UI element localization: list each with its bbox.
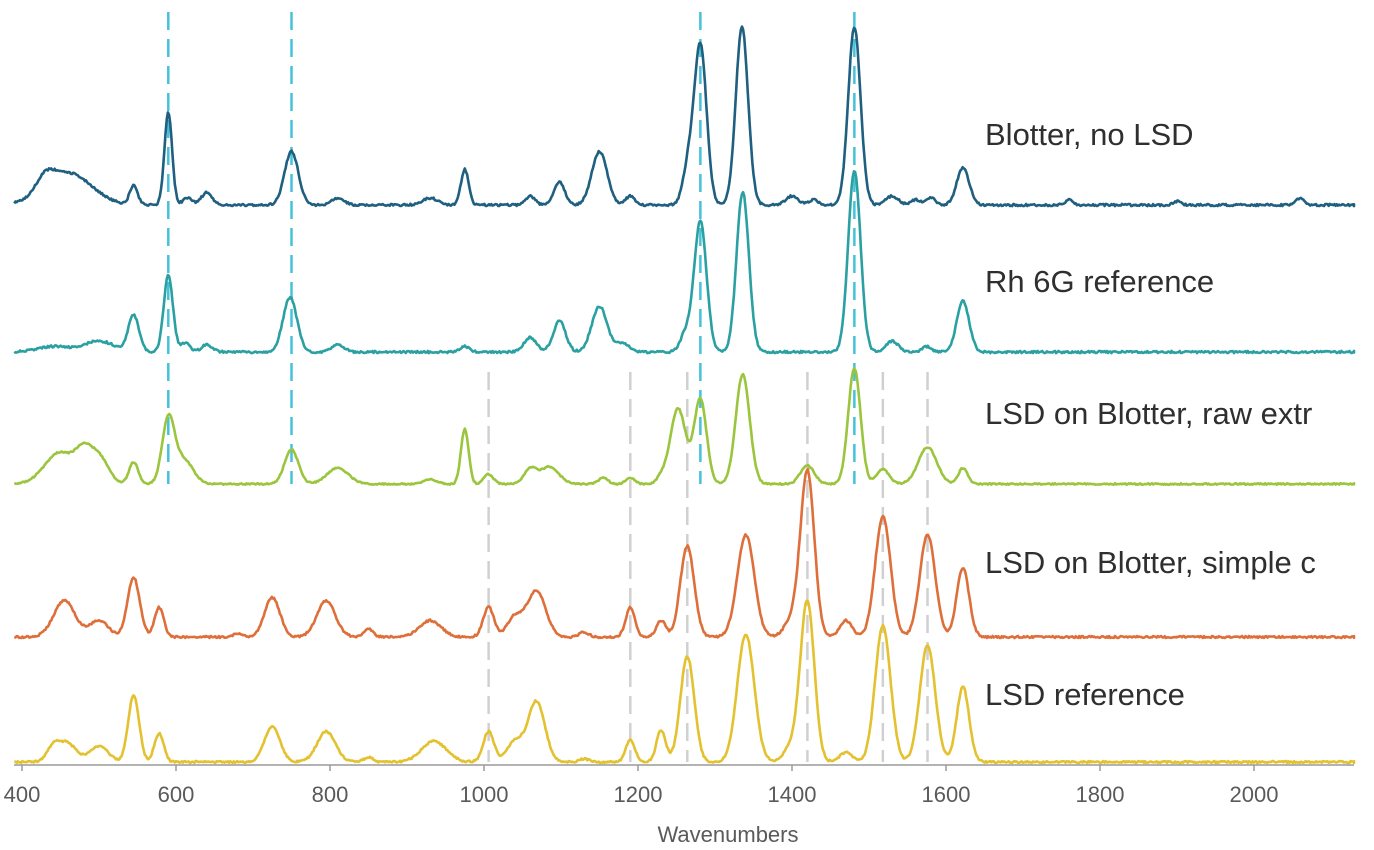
series-label-4: LSD on Blotter, simple c [985,545,1316,580]
spectra-traces [13,25,1356,765]
x-tick-label-400: 400 [4,782,41,807]
series-label-5: LSD reference [985,677,1185,712]
series-line-2 [13,170,1356,355]
x-tick-label-1000: 1000 [460,782,509,807]
series-line-5 [14,599,1356,765]
reference-lines [167,12,929,762]
series-labels: Blotter, no LSD Rh 6G reference LSD on Blo… [985,117,1316,712]
x-tick-label-1400: 1400 [768,782,817,807]
series-label-2: Rh 6G reference [985,264,1214,299]
x-tick-label-1800: 1800 [1076,782,1125,807]
series-line-3 [13,367,1356,486]
series-line-4 [13,468,1356,640]
x-tick-label-1600: 1600 [922,782,971,807]
x-tick-label-1200: 1200 [614,782,663,807]
x-tick-label-600: 600 [158,782,195,807]
series-line-1 [13,25,1356,208]
x-axis-title: Wavenumbers [657,822,798,847]
x-tick-label-2000: 2000 [1230,782,1279,807]
x-tick-label-800: 800 [312,782,349,807]
x-axis-ticks: 400 600 800 1000 1200 1400 1600 1800 2000 [4,765,1279,807]
series-label-3: LSD on Blotter, raw extr [985,396,1312,431]
series-label-1: Blotter, no LSD [985,117,1194,152]
